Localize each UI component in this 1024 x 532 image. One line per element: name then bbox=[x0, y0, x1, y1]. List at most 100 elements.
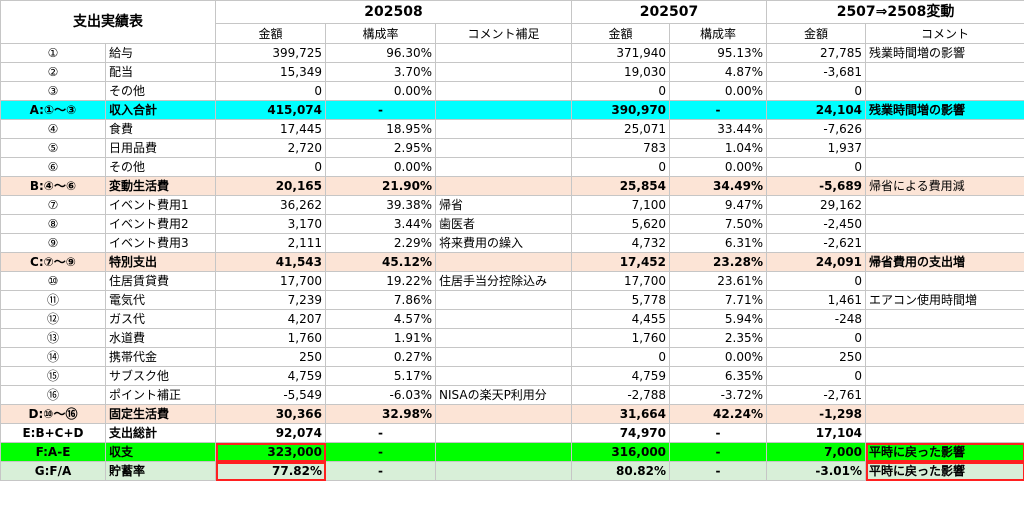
amount-202508-cell[interactable]: 399,725 bbox=[215, 43, 326, 63]
comment-note-cell[interactable] bbox=[434, 138, 573, 158]
item-name-cell[interactable]: その他 bbox=[105, 157, 216, 177]
row-number-cell[interactable]: ⑬ bbox=[0, 328, 106, 348]
amount-202508-cell[interactable]: 0 bbox=[215, 81, 326, 101]
amount-202507-cell[interactable]: -2,788 bbox=[571, 385, 671, 405]
comment-cell[interactable] bbox=[865, 195, 1024, 215]
comment-note-cell[interactable] bbox=[434, 290, 573, 310]
amount-change-cell[interactable]: 1,461 bbox=[766, 290, 867, 310]
comment-note-cell[interactable]: 歯医者 bbox=[434, 214, 573, 234]
ratio-202508-cell[interactable]: 18.95% bbox=[325, 119, 436, 139]
comment-note-cell[interactable]: 住居手当分控除込み bbox=[434, 271, 573, 291]
comment-note-cell[interactable] bbox=[434, 157, 573, 177]
amount-202507-cell[interactable]: 0 bbox=[571, 157, 671, 177]
ratio-202507-cell[interactable]: 23.61% bbox=[669, 271, 768, 291]
amount-202508-cell[interactable]: 92,074 bbox=[215, 423, 326, 443]
item-name-cell[interactable]: イベント費用3 bbox=[105, 233, 216, 253]
amount-202507-cell[interactable]: 783 bbox=[571, 138, 671, 158]
ratio-202508-cell[interactable]: 2.95% bbox=[325, 138, 436, 158]
ratio-202508-cell[interactable]: - bbox=[325, 100, 436, 120]
amount-change-cell[interactable]: -3,681 bbox=[766, 62, 867, 82]
comment-cell[interactable] bbox=[865, 385, 1024, 405]
ratio-202507-cell[interactable]: 34.49% bbox=[669, 176, 768, 196]
comment-cell[interactable] bbox=[865, 157, 1024, 177]
comment-note-cell[interactable]: 帰省 bbox=[434, 195, 573, 215]
col-header-amount-202507[interactable]: 金額 bbox=[571, 23, 671, 44]
comment-cell[interactable] bbox=[865, 81, 1024, 101]
amount-202507-cell[interactable]: 5,778 bbox=[571, 290, 671, 310]
amount-202508-cell[interactable]: -5,549 bbox=[215, 385, 326, 405]
ratio-202507-cell[interactable]: -3.72% bbox=[669, 385, 768, 405]
ratio-202508-cell[interactable]: -6.03% bbox=[325, 385, 436, 405]
amount-202508-cell[interactable]: 17,700 bbox=[215, 271, 326, 291]
item-name-cell[interactable]: 特別支出 bbox=[105, 252, 216, 272]
comment-cell[interactable] bbox=[865, 423, 1024, 443]
row-number-cell[interactable]: F:A-E bbox=[0, 442, 106, 462]
ratio-202508-cell[interactable]: 4.57% bbox=[325, 309, 436, 329]
ratio-202508-cell[interactable]: 96.30% bbox=[325, 43, 436, 63]
ratio-202507-cell[interactable]: - bbox=[669, 423, 768, 443]
amount-202507-cell[interactable]: 74,970 bbox=[571, 423, 671, 443]
item-name-cell[interactable]: 収支 bbox=[105, 442, 216, 462]
item-name-cell[interactable]: 配当 bbox=[105, 62, 216, 82]
ratio-202507-cell[interactable]: 0.00% bbox=[669, 81, 768, 101]
comment-note-cell[interactable] bbox=[434, 252, 573, 272]
amount-change-cell[interactable]: 0 bbox=[766, 366, 867, 386]
amount-202508-cell[interactable]: 4,759 bbox=[215, 366, 326, 386]
amount-202507-cell[interactable]: 19,030 bbox=[571, 62, 671, 82]
comment-note-cell[interactable] bbox=[434, 423, 573, 443]
amount-change-cell[interactable]: -5,689 bbox=[766, 176, 867, 196]
amount-202508-cell[interactable]: 415,074 bbox=[215, 100, 326, 120]
amount-change-cell[interactable]: 24,091 bbox=[766, 252, 867, 272]
ratio-202508-cell[interactable]: - bbox=[325, 461, 436, 481]
comment-note-cell[interactable] bbox=[434, 442, 573, 462]
comment-cell[interactable] bbox=[865, 233, 1024, 253]
ratio-202508-cell[interactable]: 3.44% bbox=[325, 214, 436, 234]
comment-cell[interactable]: エアコン使用時間増 bbox=[865, 290, 1024, 310]
comment-note-cell[interactable] bbox=[434, 119, 573, 139]
amount-202507-cell[interactable]: 17,700 bbox=[571, 271, 671, 291]
item-name-cell[interactable]: 固定生活費 bbox=[105, 404, 216, 424]
amount-202507-cell[interactable]: 25,854 bbox=[571, 176, 671, 196]
row-number-cell[interactable]: ⑨ bbox=[0, 233, 106, 253]
ratio-202508-cell[interactable]: 21.90% bbox=[325, 176, 436, 196]
ratio-202508-cell[interactable]: - bbox=[325, 442, 436, 462]
amount-202508-cell[interactable]: 36,262 bbox=[215, 195, 326, 215]
comment-note-cell[interactable] bbox=[434, 62, 573, 82]
item-name-cell[interactable]: イベント費用2 bbox=[105, 214, 216, 234]
row-number-cell[interactable]: E:B+C+D bbox=[0, 423, 106, 443]
amount-202507-cell[interactable]: 371,940 bbox=[571, 43, 671, 63]
comment-cell[interactable] bbox=[865, 62, 1024, 82]
ratio-202507-cell[interactable]: 42.24% bbox=[669, 404, 768, 424]
row-number-cell[interactable]: ⑭ bbox=[0, 347, 106, 367]
ratio-202507-cell[interactable]: - bbox=[669, 100, 768, 120]
item-name-cell[interactable]: その他 bbox=[105, 81, 216, 101]
row-number-cell[interactable]: ② bbox=[0, 62, 106, 82]
amount-change-cell[interactable]: 0 bbox=[766, 328, 867, 348]
comment-note-cell[interactable] bbox=[434, 176, 573, 196]
amount-change-cell[interactable]: 1,937 bbox=[766, 138, 867, 158]
amount-202508-cell[interactable]: 30,366 bbox=[215, 404, 326, 424]
ratio-202507-cell[interactable]: 6.35% bbox=[669, 366, 768, 386]
amount-202508-cell[interactable]: 1,760 bbox=[215, 328, 326, 348]
comment-cell[interactable]: 残業時間増の影響 bbox=[865, 43, 1024, 63]
amount-202508-cell[interactable]: 323,000 bbox=[215, 442, 326, 462]
ratio-202507-cell[interactable]: 1.04% bbox=[669, 138, 768, 158]
comment-note-cell[interactable] bbox=[434, 43, 573, 63]
comment-cell[interactable] bbox=[865, 309, 1024, 329]
comment-note-cell[interactable] bbox=[434, 328, 573, 348]
amount-change-cell[interactable]: 0 bbox=[766, 271, 867, 291]
amount-202507-cell[interactable]: 80.82% bbox=[571, 461, 671, 481]
amount-202507-cell[interactable]: 0 bbox=[571, 81, 671, 101]
amount-change-cell[interactable]: -3.01% bbox=[766, 461, 867, 481]
row-number-cell[interactable]: C:⑦〜⑨ bbox=[0, 252, 106, 272]
item-name-cell[interactable]: 給与 bbox=[105, 43, 216, 63]
comment-note-cell[interactable]: 将来費用の繰入 bbox=[434, 233, 573, 253]
item-name-cell[interactable]: ガス代 bbox=[105, 309, 216, 329]
ratio-202508-cell[interactable]: - bbox=[325, 423, 436, 443]
comment-cell[interactable] bbox=[865, 404, 1024, 424]
comment-cell[interactable]: 平時に戻った影響 bbox=[865, 442, 1024, 462]
amount-change-cell[interactable]: 29,162 bbox=[766, 195, 867, 215]
row-number-cell[interactable]: ⑧ bbox=[0, 214, 106, 234]
comment-cell[interactable] bbox=[865, 271, 1024, 291]
col-header-amount-change[interactable]: 金額 bbox=[766, 23, 867, 44]
